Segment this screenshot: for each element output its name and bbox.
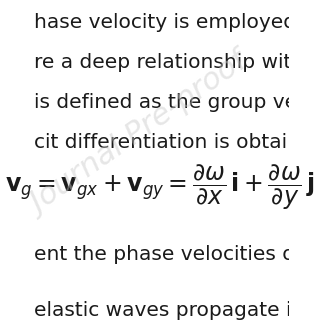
- Text: hase velocity is employed to investig: hase velocity is employed to investig: [34, 13, 320, 32]
- Text: ent the phase velocities of energy fl: ent the phase velocities of energy fl: [34, 245, 320, 264]
- Text: Journal Pre-proof: Journal Pre-proof: [26, 49, 253, 220]
- Text: $\mathbf{v}_{g} = \mathbf{v}_{gx} + \mathbf{v}_{gy} = \dfrac{\partial\omega}{\pa: $\mathbf{v}_{g} = \mathbf{v}_{gx} + \mat…: [5, 163, 315, 212]
- Text: elastic waves propagate in an isotrop: elastic waves propagate in an isotrop: [34, 301, 320, 320]
- Text: cit differentiation is obtained by: cit differentiation is obtained by: [34, 133, 320, 152]
- Text: re a deep relationship with the direc: re a deep relationship with the direc: [34, 53, 320, 72]
- Text: is defined as the group velocity of t: is defined as the group velocity of t: [34, 93, 320, 112]
